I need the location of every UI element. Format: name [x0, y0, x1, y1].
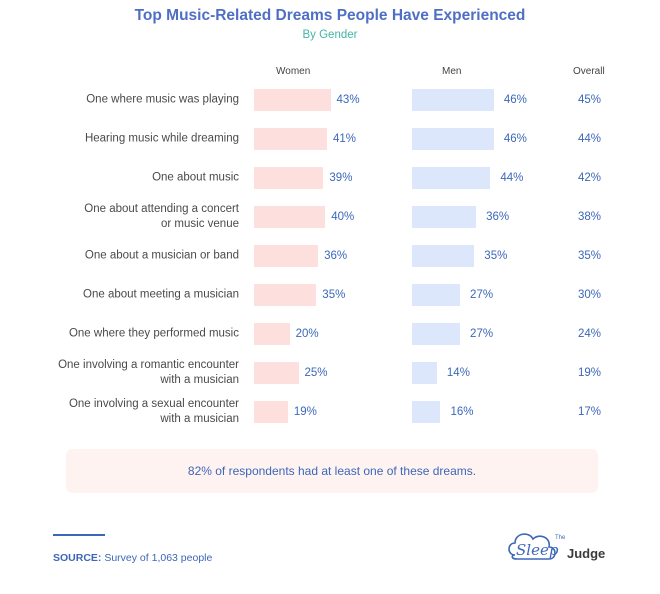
category-label-line: or music venue [161, 218, 239, 230]
logo-text-sleep: Sleep [516, 541, 559, 559]
value-label-men: 36% [486, 211, 510, 223]
value-label-overall: 42% [578, 172, 602, 184]
category-label: One where they performed music [19, 327, 239, 342]
bar-men [412, 89, 494, 111]
value-label-men: 14% [446, 367, 470, 379]
value-label-women: 20% [295, 328, 319, 340]
category-label: One about a musician or band [19, 249, 239, 264]
bar-women [254, 401, 288, 423]
bar-men [412, 206, 477, 228]
value-label-overall: 30% [578, 289, 602, 301]
sleep-judge-logo: Sleep The Judge [508, 533, 605, 561]
logo-text-judge: Judge [567, 546, 605, 561]
value-label-overall: 44% [578, 133, 602, 145]
bar-women [254, 128, 327, 150]
value-label-men: 27% [470, 328, 494, 340]
category-label: One about music [19, 171, 239, 186]
category-label: One involving a sexual encounter with a m… [19, 397, 239, 427]
value-label-women: 39% [329, 172, 353, 184]
value-label-overall: 35% [578, 250, 602, 262]
column-header-men: Men [442, 66, 462, 77]
value-label-women: 41% [332, 133, 356, 145]
value-label-men: 16% [450, 406, 474, 418]
category-label-line: One about music [152, 171, 239, 184]
source-line: SOURCE: Survey of 1,063 people [53, 552, 212, 564]
value-label-women: 19% [293, 406, 317, 418]
value-label-women: 43% [336, 94, 360, 106]
category-label-line: One about meeting a musician [83, 288, 239, 301]
category-label: One where music was playing [19, 93, 239, 108]
category-label-line: One involving a sexual encounter [68, 398, 239, 410]
value-label-men: 35% [484, 250, 508, 262]
logo-text-the: The [555, 535, 566, 541]
value-label-men: 46% [503, 94, 527, 106]
footnote-text: 82% of respondents had at least one of t… [187, 464, 477, 478]
category-label-line: Hearing music while dreaming [84, 132, 239, 145]
category-label-line: One where they performed music [68, 327, 239, 340]
footnote-box: 82% of respondents had at least one of t… [66, 449, 598, 493]
bar-men [412, 167, 491, 189]
source-divider [53, 534, 105, 536]
bar-men [412, 362, 437, 384]
bar-women [254, 323, 290, 345]
value-label-overall: 17% [578, 406, 602, 418]
bar-women [254, 362, 299, 384]
bar-men [412, 284, 461, 306]
bar-men [412, 245, 475, 267]
value-label-overall: 24% [578, 328, 602, 340]
value-label-men: 27% [470, 289, 494, 301]
chart-title: Top Music-Related Dreams People Have Exp… [134, 7, 526, 24]
value-label-women: 36% [324, 250, 348, 262]
value-label-men: 44% [500, 172, 524, 184]
bar-women [254, 245, 319, 267]
bar-men [412, 128, 494, 150]
category-label-line: One about attending a concert [84, 203, 239, 215]
value-label-women: 35% [322, 289, 346, 301]
category-label-line: One where music was playing [86, 93, 239, 106]
value-label-overall: 38% [578, 211, 602, 223]
category-label-line: with a musician [160, 413, 239, 425]
value-label-women: 25% [304, 367, 328, 379]
cloud-icon [508, 533, 556, 560]
category-label: Hearing music while dreaming [19, 132, 239, 147]
bar-women [254, 167, 324, 189]
value-label-overall: 45% [578, 94, 602, 106]
category-label: One involving a romantic encounter with a… [19, 358, 239, 388]
chart-subtitle: By Gender [302, 29, 358, 41]
category-label-line: One involving a romantic encounter [58, 359, 239, 371]
bar-women [254, 89, 331, 111]
bar-women [254, 284, 317, 306]
value-label-overall: 19% [578, 367, 602, 379]
column-header-overall: Overall [573, 66, 605, 77]
category-label-line: with a musician [160, 374, 239, 386]
value-label-men: 46% [503, 133, 527, 145]
source-label: SOURCE: [53, 552, 102, 564]
column-header-women: Women [276, 66, 311, 77]
value-label-women: 40% [331, 211, 355, 223]
category-label: One about attending a concert or music ve… [19, 202, 239, 232]
category-label: One about meeting a musician [19, 288, 239, 303]
bar-men [412, 401, 441, 423]
category-label-line: One about a musician or band [84, 249, 239, 262]
bar-women [254, 206, 326, 228]
source-text: Survey of 1,063 people [101, 552, 213, 564]
bar-men [412, 323, 461, 345]
